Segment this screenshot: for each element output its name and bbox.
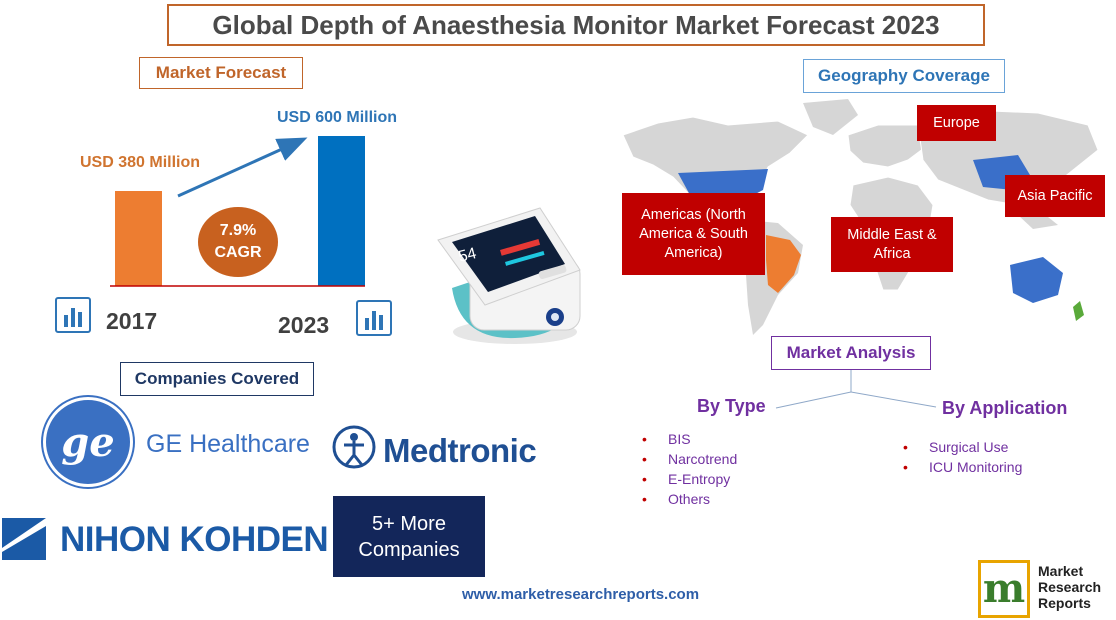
australia-highlight: [1010, 257, 1063, 303]
cagr-value: 7.9%: [219, 222, 257, 239]
region-europe: Europe: [917, 105, 996, 141]
nihon-kohden-logo-icon: [2, 518, 46, 560]
market-forecast-heading: Market Forecast: [139, 57, 303, 89]
more-companies-line2: Companies: [358, 538, 460, 561]
list-item: ICU Monitoring: [903, 457, 1022, 477]
geography-coverage-heading: Geography Coverage: [803, 59, 1005, 93]
brazil-highlight: [766, 235, 801, 293]
list-item: Surgical Use: [903, 437, 1022, 457]
companies-covered-heading: Companies Covered: [120, 362, 314, 396]
list-item: BIS: [642, 429, 737, 449]
list-item: E-Entropy: [642, 469, 737, 489]
cagr-label: CAGR: [214, 244, 262, 261]
ge-monogram-icon: ge: [43, 397, 133, 487]
type-list: BIS Narcotrend E-Entropy Others: [642, 429, 737, 509]
list-item: Others: [642, 489, 737, 509]
value-label-2017: USD 380 Million: [80, 154, 201, 171]
forecast-bar-chart: [110, 136, 365, 287]
bar-chart-icon: [55, 297, 91, 333]
cagr-badge: 7.9% CAGR: [198, 207, 278, 277]
company-ge-healthcare: GE Healthcare: [146, 430, 310, 458]
medtronic-logo-icon: [332, 425, 376, 469]
application-list: Surgical Use ICU Monitoring: [903, 437, 1022, 477]
analysis-connector: [775, 370, 937, 409]
bar-2017: [115, 191, 162, 286]
year-label-2023: 2023: [278, 312, 330, 338]
svg-text:54: 54: [457, 245, 478, 266]
company-medtronic: Medtronic: [383, 432, 537, 469]
market-analysis-heading: Market Analysis: [771, 336, 931, 370]
brand-logo-icon: m: [978, 560, 1030, 618]
brand-name: Market Research Reports: [1038, 563, 1101, 611]
page-title: Global Depth of Anaesthesia Monitor Mark…: [167, 4, 985, 46]
year-label-2017: 2017: [106, 308, 158, 334]
more-companies-box: 5+ More Companies: [333, 496, 485, 577]
list-item: Narcotrend: [642, 449, 737, 469]
website-url[interactable]: www.marketresearchreports.com: [462, 586, 700, 603]
bar-chart-icon: [356, 300, 392, 336]
by-application-heading: By Application: [942, 398, 1068, 418]
by-type-heading: By Type: [697, 396, 766, 416]
brand-line: Market: [1038, 563, 1084, 579]
region-middle-east-africa: Middle East & Africa: [831, 217, 953, 272]
brand-line: Reports: [1038, 595, 1091, 611]
value-label-2023: USD 600 Million: [277, 109, 398, 126]
growth-arrow: [177, 137, 308, 198]
more-companies-line1: 5+ More: [372, 512, 446, 535]
region-asia-pacific: Asia Pacific: [1005, 175, 1105, 217]
brand-line: Research: [1038, 579, 1102, 595]
bar-2023: [318, 136, 365, 286]
region-americas: Americas (North America & South America): [622, 193, 765, 275]
company-nihon-kohden: NIHON KOHDEN: [60, 520, 329, 559]
monitor-device-image: 54: [437, 207, 581, 344]
